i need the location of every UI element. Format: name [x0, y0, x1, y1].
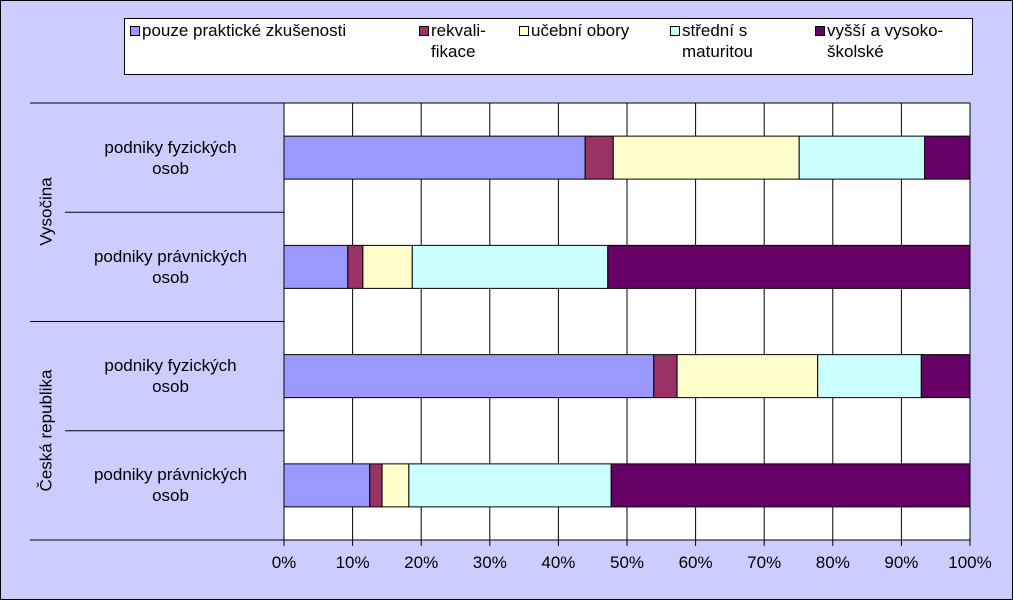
group-label: Česká republika [36, 369, 56, 492]
group-label: Vysočina [36, 177, 56, 246]
bar-segment [347, 244, 364, 289]
x-tick-label: 80% [815, 553, 850, 572]
y-tick-label: podniky právnických osob [93, 246, 248, 287]
bar-segment [610, 463, 971, 508]
y-tick-label: podniky fyzických osob [104, 137, 237, 178]
legend-swatch [519, 26, 529, 36]
bar-segment [362, 244, 413, 289]
legend-box [124, 18, 973, 75]
legend-label: učební obory [531, 21, 630, 40]
x-tick-label: 70% [747, 553, 782, 572]
legend-swatch [815, 26, 825, 36]
bar-segment [798, 135, 926, 180]
bar-segment [924, 135, 971, 180]
x-tick-label: 100% [948, 553, 992, 572]
legend-swatch [419, 26, 429, 36]
x-tick-label: 90% [884, 553, 919, 572]
x-tick-label: 60% [678, 553, 713, 572]
bar-segment [584, 135, 614, 180]
y-tick-label: podniky fyzických osob [104, 356, 237, 397]
bar-segment [381, 463, 410, 508]
bar-segment [653, 354, 678, 399]
x-tick-label: 0% [271, 553, 297, 572]
x-tick-label: 40% [541, 553, 576, 572]
bar-segment [283, 244, 349, 289]
legend-label: střední s maturitou [682, 21, 753, 61]
legend-label: rekvali-fikace [431, 21, 486, 61]
x-tick-label: 30% [472, 553, 507, 572]
y-tick-label: podniky právnických osob [93, 465, 248, 506]
bar-segment [612, 135, 800, 180]
x-tick-label: 50% [609, 553, 645, 572]
bar-segment [408, 463, 612, 508]
bar-segment [817, 354, 922, 399]
bar-segment [920, 354, 971, 399]
bar-segment [607, 244, 971, 289]
legend-swatch [670, 26, 680, 36]
x-tick-label: 20% [404, 553, 439, 572]
bar-segment [369, 463, 383, 508]
bar-segment [283, 135, 586, 180]
bar-segment [283, 463, 371, 508]
x-tick-label: 10% [335, 553, 370, 572]
legend-label: pouze praktické zkušenosti [142, 21, 347, 40]
legend-swatch [130, 26, 140, 36]
bar-segment [283, 354, 655, 399]
bar-segment [676, 354, 819, 399]
legend-label: vyšší a vysoko-školské [827, 21, 944, 61]
bar-segment [411, 244, 609, 289]
